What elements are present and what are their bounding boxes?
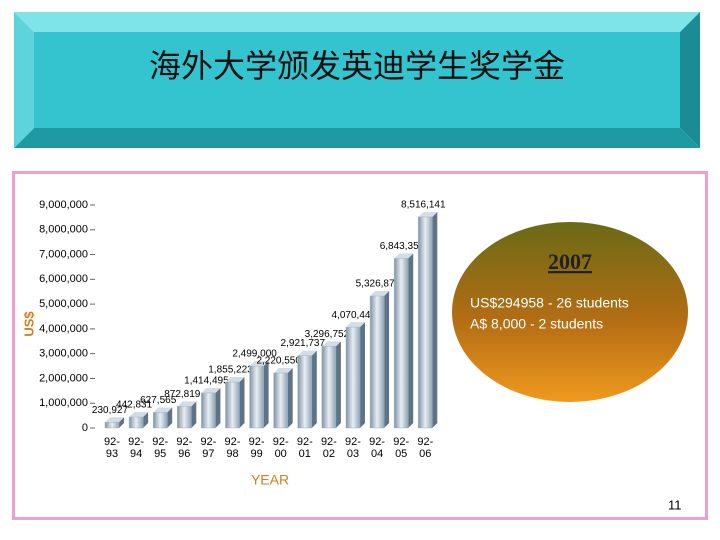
bar-top [129,412,149,418]
bar [297,355,313,429]
bar-top [394,253,414,259]
value-label: 442,831 [116,400,153,411]
bar-top [321,341,341,347]
y-tick-label: 1,000,000 [39,397,88,409]
bar-top [249,361,269,367]
bar-side [191,401,197,428]
y-axis-label: US$ [21,311,36,337]
bar-top [370,291,390,297]
bar-top [297,350,317,356]
value-label: 6,843,35 [380,241,419,252]
bar-side [384,291,390,428]
value-label: 2,921,737 [281,338,326,349]
banner-bevel [14,12,700,32]
x-tick-label: 92- 05 [393,436,410,460]
bar-side [311,350,317,428]
bar [393,258,409,429]
x-tick-label: 92- 94 [128,436,145,460]
value-label: 627,565 [140,395,177,406]
x-tick-label: 92- 02 [320,436,337,460]
callout-line: US$294958 - 26 students [470,295,629,311]
bar-top [201,387,221,393]
title: 海外大学颁发英迪学生奖学金 [149,47,565,85]
banner-bevel [14,128,700,148]
banner-bevel [14,12,34,148]
x-axis-label: YEAR [251,472,289,488]
value-label: 2,499,000 [232,349,277,360]
y-tick-label: 3,000,000 [39,348,88,360]
y-tick-label: 8,000,000 [39,224,88,236]
value-label: 3,296,752 [305,329,350,340]
bar [345,326,361,429]
page-number: 11 [668,497,682,512]
plot: 0 1,000,000 2,000,000 3,000,000 4,000,000 5,0… [39,199,446,434]
y-tick-label: 2,000,000 [39,372,88,384]
x-tick-label: 92- 96 [176,436,193,460]
bar-side [215,387,221,428]
bar-side [408,253,414,428]
callout [452,222,688,402]
x-tick-label: 92- 95 [152,436,169,460]
bar [177,406,192,429]
bar [249,365,264,429]
value-label: 1,855,223 [208,365,253,376]
bar-side [167,407,173,428]
y-tick-label: 5,000,000 [39,298,88,310]
value-label: 2,220,550 [256,356,301,367]
value-label: 5,326,87 [356,279,395,290]
callout-year: 2007 [548,249,592,274]
bar-side [263,361,269,428]
bar-side [360,322,365,428]
value-label: 4,070,44 [332,310,371,321]
bar [152,412,168,429]
y-tick-label: 9,000,000 [39,199,88,211]
bar-top [225,377,245,383]
bar-top [177,401,197,407]
value-label: 8,516,141 [401,200,446,211]
banner-bevel [680,12,700,148]
x-tick-label: 92- 01 [296,436,313,460]
bar-top [418,211,438,217]
bar [369,295,385,429]
x-tick-label: 92- 04 [369,436,386,460]
value-label: 230,927 [92,405,129,416]
bar [128,416,144,429]
bar [225,381,240,429]
y-tick-label: 4,000,000 [39,323,88,335]
y-tick-label: 7,000,000 [39,248,88,260]
banner [34,32,680,128]
bar-top [273,367,293,373]
bar-side [432,211,438,428]
x-tick-label: 92- 98 [224,436,241,460]
bar-top [346,322,365,328]
x-tick-label: 92- 00 [272,436,289,460]
bar-top [153,407,173,413]
bar-side [119,417,124,428]
bar-side [239,377,245,428]
bar [273,372,288,429]
x-tick-label: 92- 06 [417,436,434,460]
bar [418,216,433,429]
value-label: 872,819 [164,389,201,400]
bar-side [287,367,293,428]
x-tick-label: 92- 93 [104,436,120,460]
bar [201,392,216,429]
bar-side [143,412,149,428]
bar [321,346,337,429]
bar [104,422,120,429]
y-tick-label: 6,000,000 [39,273,88,285]
x-tick-label: 92- 03 [345,436,361,460]
bar-top [105,417,124,423]
y-tick-label: 0 [82,422,88,434]
bar-side [335,341,341,428]
x-tick-label: 92- 97 [200,436,217,460]
value-label: 1,414,495 [184,376,229,387]
callout-line: A$ 8,000 - 2 students [470,316,603,332]
x-tick-label: 92- 99 [248,436,265,460]
